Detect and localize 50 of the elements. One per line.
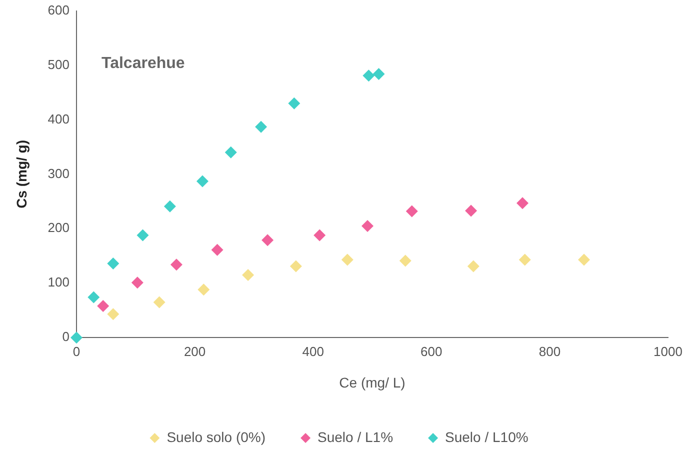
- point: [153, 296, 166, 308]
- y-tick-label: 200: [48, 220, 70, 236]
- x-tick-label: 400: [302, 344, 324, 359]
- point: [170, 258, 182, 271]
- x-tick-label: 0: [72, 344, 80, 359]
- point: [224, 146, 237, 158]
- point: [578, 254, 590, 266]
- point: [70, 332, 82, 344]
- point: [262, 234, 274, 246]
- x-tick-label: 1000: [654, 344, 682, 359]
- y-tick-label: 300: [48, 166, 70, 181]
- point: [196, 175, 208, 188]
- x-axis-title: Ce (mg/ L): [339, 374, 406, 390]
- point: [372, 68, 385, 80]
- point: [518, 254, 531, 266]
- point: [255, 120, 268, 133]
- legend-label: Suelo / L1%: [318, 428, 394, 445]
- annotation: Talcarehue: [101, 55, 185, 72]
- point: [88, 291, 100, 304]
- point: [131, 276, 144, 289]
- x-tick-label: 200: [184, 344, 206, 359]
- point: [288, 97, 300, 110]
- point: [467, 260, 480, 272]
- point: [362, 70, 375, 82]
- point: [97, 300, 110, 312]
- point: [406, 205, 418, 218]
- y-axis-title: Cs (mg/ g): [13, 140, 30, 208]
- y-tick-label: 500: [48, 56, 70, 72]
- x-tick-label: 800: [538, 344, 561, 359]
- point: [198, 284, 210, 296]
- point: [136, 229, 149, 242]
- point: [107, 258, 120, 270]
- point: [465, 204, 478, 217]
- point: [164, 200, 176, 212]
- y-tick-label: 0: [62, 329, 70, 344]
- point: [516, 197, 528, 210]
- y-tick-label: 100: [48, 274, 70, 290]
- point: [107, 308, 120, 320]
- legend-label: Suelo / L10%: [445, 428, 528, 445]
- legend-label: Suelo solo (0%): [166, 428, 266, 445]
- point: [362, 220, 374, 232]
- y-tick-label: 600: [48, 2, 70, 18]
- point: [341, 254, 354, 266]
- point: [399, 254, 412, 267]
- point: [211, 244, 224, 256]
- y-tick-label: 400: [48, 111, 70, 126]
- point: [242, 268, 254, 281]
- point: [314, 229, 326, 242]
- point: [290, 260, 302, 272]
- x-tick-label: 600: [420, 344, 442, 359]
